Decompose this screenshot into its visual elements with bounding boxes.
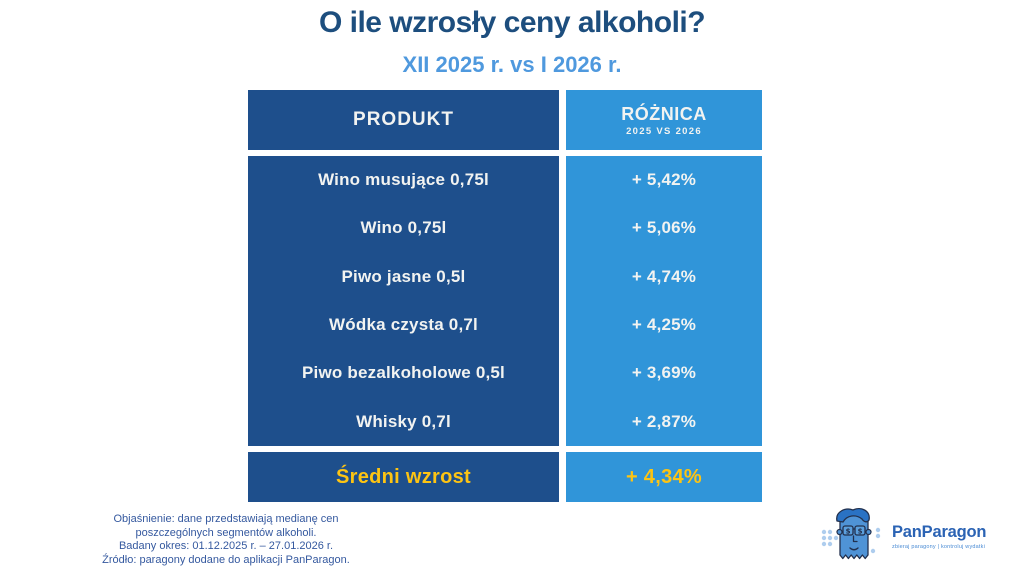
summary-label-cell: Średni wzrost — [248, 452, 559, 502]
summary-value: + 4,34% — [625, 465, 703, 488]
footnote-line: Badany okres: 01.12.2025 r. – 27.01.2026… — [118, 540, 334, 552]
product-name: Whisky 0,7l — [356, 411, 451, 431]
panparagon-mascot-icon: $ $ — [821, 507, 881, 560]
product-name: Piwo jasne 0,5l — [341, 266, 466, 286]
difference-value: + 3,69% — [631, 363, 697, 383]
column-header-product: PRODUKT — [248, 90, 559, 150]
difference-header-label: RÓŻNICA — [621, 103, 707, 124]
product-name: Wino 0,75l — [360, 218, 447, 238]
logo-tagline: zbieraj paragony | kontroluj wydatki — [892, 543, 986, 550]
difference-value: + 5,42% — [631, 170, 697, 190]
difference-value: + 5,06% — [631, 218, 697, 238]
difference-subheader-label: 2025 VS 2026 — [626, 125, 702, 137]
difference-column: + 5,42% + 5,06% + 4,74% + 4,25% + 3,69% … — [566, 156, 762, 446]
svg-text:$: $ — [846, 528, 851, 536]
difference-value: + 4,74% — [631, 266, 697, 286]
footnote: Objaśnienie: dane przedstawiają medianę … — [62, 513, 390, 567]
footnote-line: Objaśnienie: dane przedstawiają medianę … — [113, 513, 339, 525]
summary-value-cell: + 4,34% — [566, 452, 762, 502]
panparagon-logo: $ $ PanParagon zbieraj paragony | kontro… — [820, 505, 986, 567]
footnote-line: poszczególnych segmentów alkoholi. — [135, 526, 317, 539]
logo-name: PanParagon — [892, 522, 987, 541]
footnote-line: Źródło: paragony dodane do aplikacji Pan… — [102, 553, 350, 566]
product-header-label: PRODUKT — [353, 109, 454, 130]
summary-label: Średni wzrost — [335, 465, 472, 488]
page-subtitle: XII 2025 r. vs I 2026 r. — [402, 52, 622, 77]
page-title: O ile wzrosły ceny alkoholi? — [318, 6, 706, 39]
product-name: Piwo bezalkoholowe 0,5l — [302, 363, 505, 383]
svg-text:$: $ — [858, 528, 863, 536]
difference-value: + 2,87% — [631, 411, 697, 431]
price-comparison-table: PRODUKT RÓŻNICA 2025 VS 2026 Wino musują… — [248, 90, 762, 502]
logo-text-block: PanParagon zbieraj paragony | kontroluj … — [892, 523, 986, 550]
product-column: Wino musujące 0,75l Wino 0,75l Piwo jasn… — [248, 156, 559, 446]
product-name: Wino musujące 0,75l — [318, 170, 489, 190]
product-name: Wódka czysta 0,7l — [329, 315, 478, 335]
difference-value: + 4,25% — [631, 315, 697, 335]
column-header-difference: RÓŻNICA 2025 VS 2026 — [566, 90, 762, 150]
